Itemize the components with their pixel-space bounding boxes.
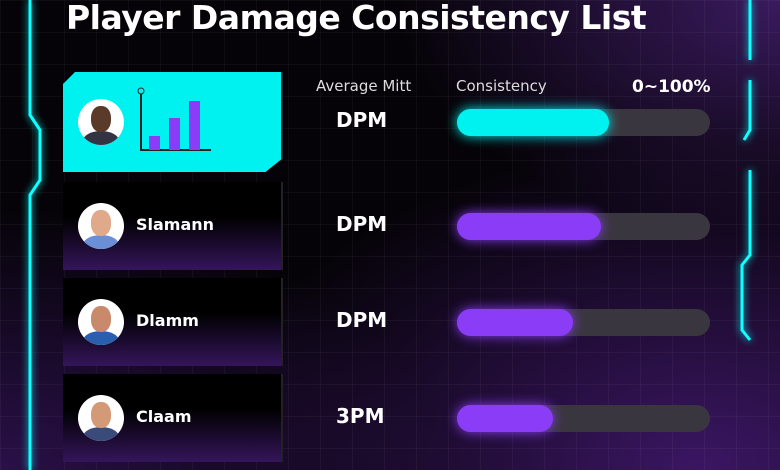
- avatar: [78, 203, 124, 249]
- avatar: [78, 395, 124, 441]
- player-card[interactable]: Claam: [63, 374, 283, 462]
- consistency-fill: [457, 213, 602, 240]
- avatar: [78, 99, 124, 145]
- consistency-bar: [457, 309, 710, 336]
- metric-value: DPM: [336, 308, 388, 332]
- metric-value: DPM: [336, 212, 388, 236]
- player-card[interactable]: Slamann: [63, 182, 283, 270]
- page-title: Player Damage Consistency List: [66, 0, 647, 37]
- player-name: Claam: [136, 407, 192, 426]
- player-card[interactable]: [63, 72, 283, 172]
- metric-value: DPM: [336, 108, 388, 132]
- consistency-fill: [457, 405, 554, 432]
- player-card[interactable]: Dlamm: [63, 278, 283, 366]
- metric-header: Average Mitt: [316, 77, 412, 95]
- metric-value: 3PM: [336, 404, 385, 428]
- bar-chart-icon: [137, 87, 211, 151]
- player-name: Slamann: [136, 215, 215, 234]
- consistency-bar: [457, 405, 710, 432]
- avatar: [78, 299, 124, 345]
- consistency-fill: [457, 309, 574, 336]
- consistency-fill: [457, 109, 609, 136]
- consistency-bar: [457, 109, 710, 136]
- consistency-bar: [457, 213, 710, 240]
- player-name: Dlamm: [136, 311, 199, 330]
- range-header: 0~100%: [632, 77, 711, 97]
- consistency-header: Consistency: [456, 77, 547, 95]
